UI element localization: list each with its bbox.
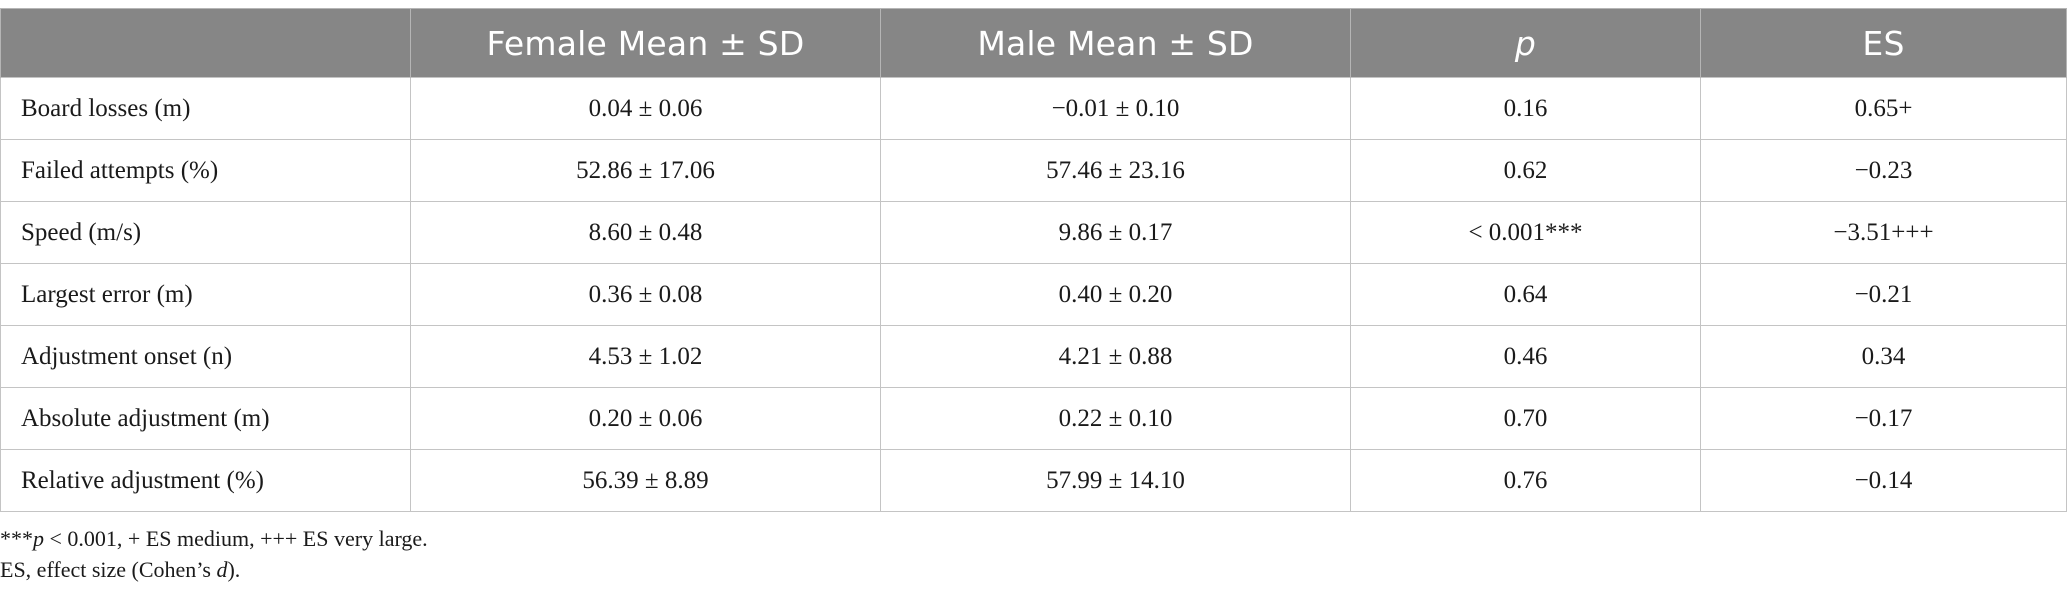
female-value: 52.86 ± 17.06 bbox=[410, 139, 881, 202]
row-label: Relative adjustment (%) bbox=[0, 449, 411, 512]
p-value: 0.16 bbox=[1350, 77, 1701, 140]
male-value: 9.86 ± 0.17 bbox=[880, 201, 1351, 264]
row-label: Failed attempts (%) bbox=[0, 139, 411, 202]
male-value: −0.01 ± 0.10 bbox=[880, 77, 1351, 140]
header-es: ES bbox=[1700, 8, 2067, 78]
footnote-stars: *** bbox=[0, 526, 33, 551]
row-label: Board losses (m) bbox=[0, 77, 411, 140]
table-row: Speed (m/s) 8.60 ± 0.48 9.86 ± 0.17 < 0.… bbox=[0, 201, 2067, 264]
male-value: 0.22 ± 0.10 bbox=[880, 387, 1351, 450]
p-value: 0.64 bbox=[1350, 263, 1701, 326]
row-label: Speed (m/s) bbox=[0, 201, 411, 264]
header-female: Female Mean ± SD bbox=[410, 8, 881, 78]
female-value: 8.60 ± 0.48 bbox=[410, 201, 881, 264]
es-value: 0.34 bbox=[1700, 325, 2067, 388]
male-value: 57.99 ± 14.10 bbox=[880, 449, 1351, 512]
male-value: 57.46 ± 23.16 bbox=[880, 139, 1351, 202]
header-male: Male Mean ± SD bbox=[880, 8, 1351, 78]
header-variable bbox=[0, 8, 411, 78]
es-value: −0.17 bbox=[1700, 387, 2067, 450]
p-value: < 0.001*** bbox=[1350, 201, 1701, 264]
p-value: 0.76 bbox=[1350, 449, 1701, 512]
female-value: 56.39 ± 8.89 bbox=[410, 449, 881, 512]
es-value: −3.51+++ bbox=[1700, 201, 2067, 264]
female-value: 0.04 ± 0.06 bbox=[410, 77, 881, 140]
table-footnotes: ***p < 0.001, + ES medium, +++ ES very l… bbox=[0, 523, 428, 585]
row-label: Adjustment onset (n) bbox=[0, 325, 411, 388]
footnote-es-text: ES, effect size (Cohen’s bbox=[0, 557, 217, 582]
table-header: Female Mean ± SD Male Mean ± SD p ES bbox=[0, 8, 2067, 78]
es-value: 0.65+ bbox=[1700, 77, 2067, 140]
male-value: 0.40 ± 0.20 bbox=[880, 263, 1351, 326]
footnote-es-close: ). bbox=[227, 557, 241, 582]
row-label: Largest error (m) bbox=[0, 263, 411, 326]
es-value: −0.23 bbox=[1700, 139, 2067, 202]
header-p: p bbox=[1350, 8, 1701, 78]
table-row: Adjustment onset (n) 4.53 ± 1.02 4.21 ± … bbox=[0, 325, 2067, 388]
female-value: 0.20 ± 0.06 bbox=[410, 387, 881, 450]
p-value: 0.46 bbox=[1350, 325, 1701, 388]
table-row: Largest error (m) 0.36 ± 0.08 0.40 ± 0.2… bbox=[0, 263, 2067, 326]
table-body: Board losses (m) 0.04 ± 0.06 −0.01 ± 0.1… bbox=[0, 77, 2067, 512]
es-value: −0.21 bbox=[1700, 263, 2067, 326]
p-value: 0.70 bbox=[1350, 387, 1701, 450]
male-value: 4.21 ± 0.88 bbox=[880, 325, 1351, 388]
footnote-d-symbol: d bbox=[216, 557, 228, 582]
table-row: Board losses (m) 0.04 ± 0.06 −0.01 ± 0.1… bbox=[0, 77, 2067, 140]
footnote-p-symbol: p bbox=[33, 526, 44, 551]
footnote-effect-size: ES, effect size (Cohen’s d). bbox=[0, 554, 428, 585]
footnote-significance: ***p < 0.001, + ES medium, +++ ES very l… bbox=[0, 523, 428, 554]
results-table: Female Mean ± SD Male Mean ± SD p ES Boa… bbox=[0, 8, 2067, 512]
footnote-significance-text: < 0.001, + ES medium, +++ ES very large. bbox=[44, 526, 428, 551]
p-value: 0.62 bbox=[1350, 139, 1701, 202]
header-row: Female Mean ± SD Male Mean ± SD p ES bbox=[0, 8, 2067, 78]
row-label: Absolute adjustment (m) bbox=[0, 387, 411, 450]
female-value: 4.53 ± 1.02 bbox=[410, 325, 881, 388]
female-value: 0.36 ± 0.08 bbox=[410, 263, 881, 326]
table-row: Absolute adjustment (m) 0.20 ± 0.06 0.22… bbox=[0, 387, 2067, 450]
table-row: Failed attempts (%) 52.86 ± 17.06 57.46 … bbox=[0, 139, 2067, 202]
table-row: Relative adjustment (%) 56.39 ± 8.89 57.… bbox=[0, 449, 2067, 512]
es-value: −0.14 bbox=[1700, 449, 2067, 512]
